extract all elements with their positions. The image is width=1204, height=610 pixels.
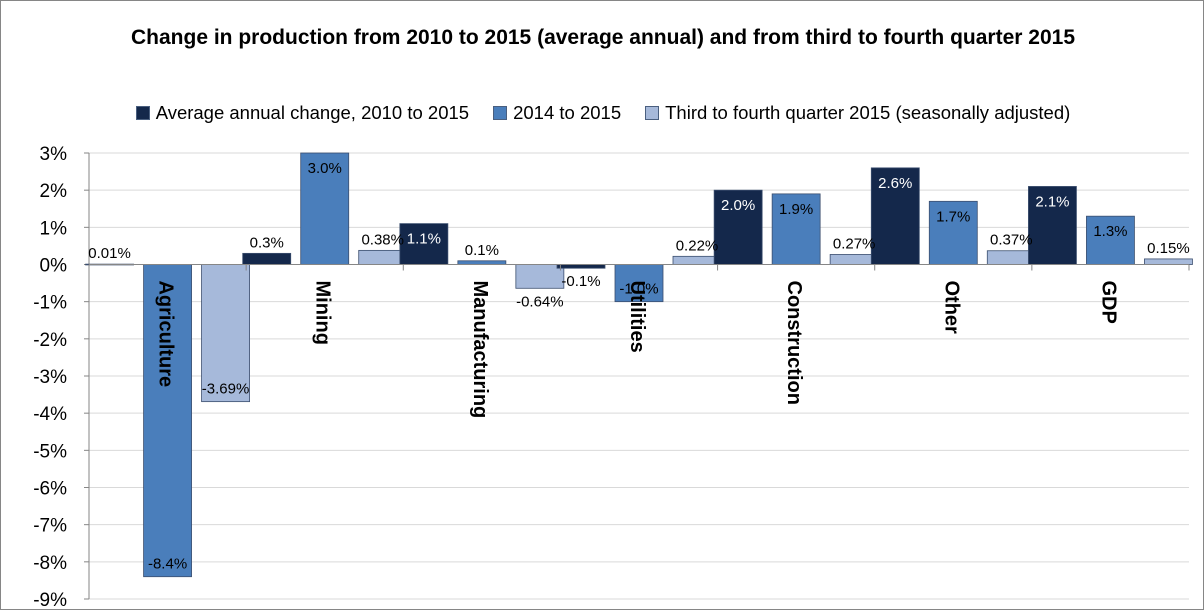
bar-other-series-2 [928,200,978,265]
bar-mining-series-1 [242,252,292,265]
data-label: -0.1% [561,273,600,290]
data-label: 1.7% [936,208,970,225]
legend: Average annual change, 2010 to 2015 2014… [1,99,1204,127]
bar-utilities-series-1 [556,264,606,269]
data-label: 0.01% [88,245,131,262]
bar-other-series-1 [870,167,920,265]
y-tick-label: 2% [40,181,68,202]
legend-swatch-series-3 [645,106,660,120]
data-label: 0.3% [250,234,284,251]
y-tick-label: 0% [40,256,68,277]
data-label: 1.3% [1093,223,1127,240]
category-label-mining: Mining [312,281,334,345]
legend-label-series-2: 2014 to 2015 [513,102,622,123]
bar-agriculture-series-2 [143,264,192,578]
bar-construction-series-2 [771,193,821,265]
data-label: 2.6% [878,175,912,192]
category-label-manufacturing: Manufacturing [469,281,491,419]
legend-swatch-series-2 [493,106,508,120]
y-tick-label: -3% [33,367,67,388]
y-tick-label: -9% [33,590,67,609]
category-label-construction: Construction [783,281,805,405]
data-label: 0.27% [833,235,876,252]
data-label: 1.1% [407,231,441,248]
bar-manufacturing-series-1 [399,223,449,265]
data-label: 0.22% [676,237,719,254]
y-tick-label: -6% [33,479,67,500]
data-label: 3.0% [308,160,342,177]
chart-title: Change in production from 2010 to 2015 (… [131,26,1075,49]
data-label: 0.1% [465,242,499,259]
data-label: -3.69% [202,381,250,398]
y-tick-label: -7% [33,516,67,537]
data-label: -1.0% [619,281,658,298]
category-label-gdp: GDP [1097,281,1119,324]
y-tick-label: -4% [33,404,67,425]
data-label: -8.4% [148,556,187,573]
data-label: 1.9% [779,201,813,218]
legend-label-series-3: Third to fourth quarter 2015 (seasonally… [665,102,1071,123]
data-label: 0.15% [1147,240,1190,257]
y-tick-label: -5% [33,441,67,462]
legend-swatch-series-1 [135,106,150,120]
legend-item-series-3: Third to fourth quarter 2015 (seasonally… [645,102,1070,124]
bar-manufacturing-series-2 [457,260,507,265]
category-label-utilities: Utilities [626,281,648,353]
data-label: -0.64% [516,293,564,310]
bar-gdp-series-1 [1028,186,1077,265]
y-tick-label: -8% [33,553,67,574]
bar-gdp-series-3 [1144,258,1193,265]
y-tick-label: -2% [33,330,67,351]
y-tick-label: 3% [40,144,68,165]
y-tick-label: -1% [33,293,67,314]
y-tick-label: 1% [40,218,68,239]
data-label: 2.0% [721,197,755,214]
category-label-other: Other [940,281,962,335]
data-label: 0.38% [361,231,404,248]
category-label-agriculture: Agriculture [155,281,177,388]
bar-utilities-series-2 [614,264,664,303]
legend-item-series-2: 2014 to 2015 [493,102,621,124]
legend-item-series-1: Average annual change, 2010 to 2015 [135,102,470,124]
data-label: 0.37% [990,232,1033,249]
legend-label-series-1: Average annual change, 2010 to 2015 [155,102,470,123]
data-label: 2.1% [1035,193,1069,210]
bar-agriculture-series-3 [201,264,250,403]
bar-mining-series-2 [300,152,350,265]
bar-construction-series-1 [713,189,763,265]
bar-gdp-series-2 [1086,215,1135,265]
